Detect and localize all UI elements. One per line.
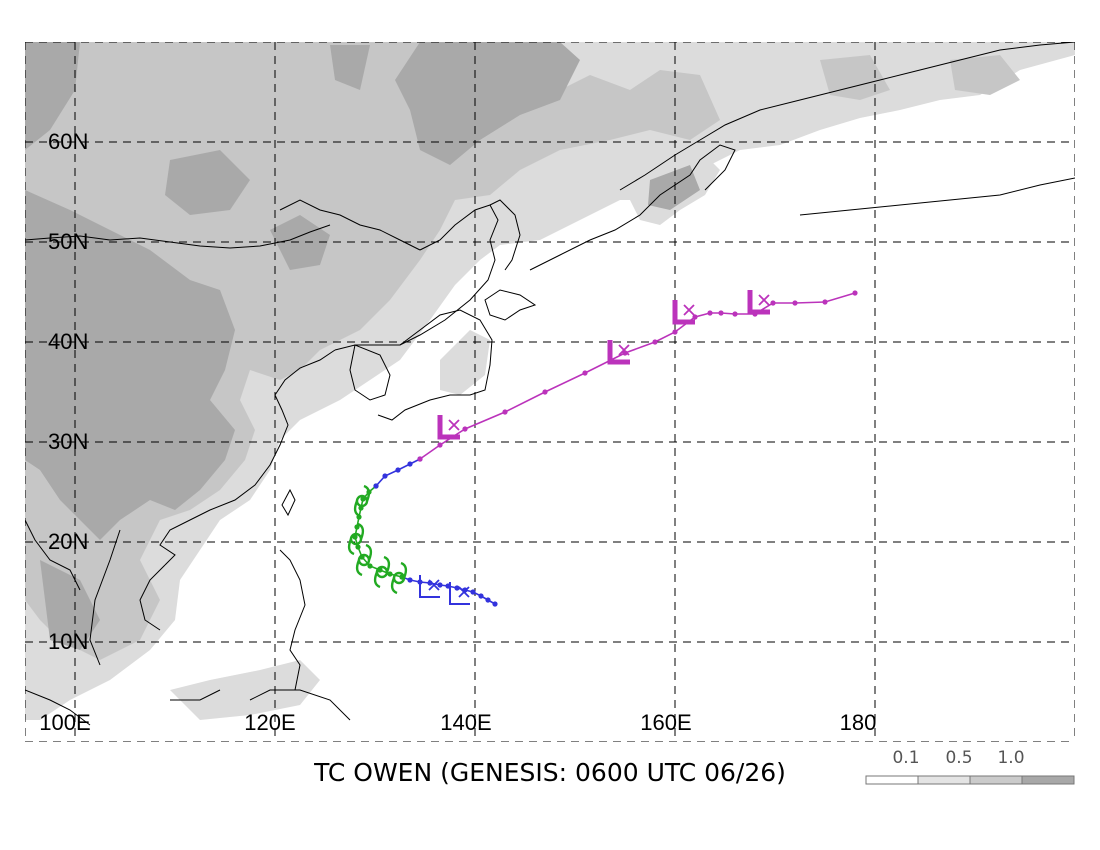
low-symbol-magenta-2 [607,340,630,365]
low-symbol-magenta-1 [437,415,460,440]
tropical-track-point [354,524,360,530]
genesis-track-late-point [382,473,388,479]
axis-labels: 60N 50N 40N 30N 20N 10N 100E 120E 140E 1… [39,129,876,735]
legend-swatch-2 [917,775,971,785]
tropical-storm-symbol-4 [347,522,365,556]
lon-label-160e: 160E [640,710,691,735]
extratropical-track-point [770,300,776,306]
extratropical-track-point [437,442,443,448]
low-symbol-magenta-4 [747,290,770,315]
lon-label-100e: 100E [39,710,90,735]
lat-label-50n: 50N [48,229,88,254]
genesis-track-point [485,597,491,603]
low-symbol-magenta-3 [672,300,695,325]
extratropical-track-point [652,339,658,345]
lat-label-30n: 30N [48,429,88,454]
tropical-storm-symbol-3 [355,543,373,577]
tropical-storm-symbol-5 [353,484,371,518]
tropical-storm-symbol-2 [373,555,391,589]
genesis-track-point [454,585,460,591]
extratropical-track-point [462,426,468,432]
legend-labels: 0.1 0.5 1.0 [866,748,1074,770]
lon-label-180: 180 [840,710,877,735]
tropical-storm-symbol-1 [390,561,408,595]
extratropical-track-point [672,329,678,335]
lat-label-10n: 10N [48,629,88,654]
tropical-track-point [387,571,393,577]
genesis-track-point [437,582,443,588]
lon-label-120e: 120E [244,710,295,735]
tropical-track-point [367,563,373,569]
lat-label-20n: 20N [48,529,88,554]
extratropical-track-point [542,389,548,395]
lat-lon-grid [25,42,1075,742]
extratropical-track-point [582,370,588,376]
extratropical-track-point [718,310,724,316]
genesis-track-late-point [395,467,401,473]
legend-label-1-0: 1.0 [997,748,1025,768]
genesis-track-late-point [373,483,379,489]
map-caption: TC OWEN (GENESIS: 0600 UTC 06/26) [314,758,786,787]
genesis-track-late-point [407,461,413,467]
legend-label-0-1: 0.1 [892,748,920,768]
genesis-track-point [478,593,484,599]
low-symbol-blue-1 [419,575,440,598]
genesis-track-point [470,589,476,595]
legend-swatch-1 [865,775,919,785]
genesis-track-point [492,601,498,607]
lat-label-60n: 60N [48,129,88,154]
extratropical-track-point [732,311,738,317]
low-symbol-blue-2 [449,582,470,605]
extratropical-track-point [852,290,858,296]
shading-legend-bar [865,775,1075,785]
legend-swatch-3 [969,775,1023,785]
tropical-track-point [355,544,361,550]
storm-track [347,290,858,607]
terrain-shading [25,42,1075,720]
extratropical-track-point [822,299,828,305]
legend-swatch-4 [1021,775,1075,785]
legend-label-0-5: 0.5 [945,748,973,768]
genesis-track-line [401,576,496,605]
lon-label-140e: 140E [440,710,491,735]
lat-label-40n: 40N [48,329,88,354]
extratropical-track-line [419,292,856,460]
extratropical-track-point [502,409,508,415]
extratropical-track-point [707,310,713,316]
extratropical-track-point [792,300,798,306]
extratropical-track-point [692,314,698,320]
extratropical-track-point [417,456,423,462]
genesis-track-point [407,577,413,583]
